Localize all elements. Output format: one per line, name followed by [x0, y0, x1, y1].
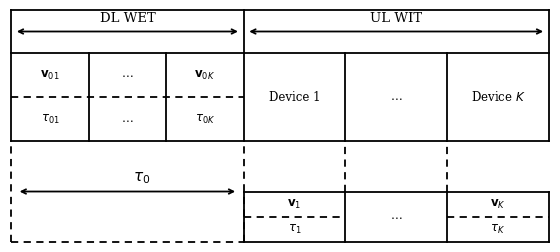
Text: $\cdots$: $\cdots$ — [390, 210, 403, 223]
Text: $\mathbf{v}_{1}$: $\mathbf{v}_{1}$ — [287, 198, 302, 211]
Text: Device 1: Device 1 — [269, 90, 320, 104]
Text: $\tau_{1}$: $\tau_{1}$ — [288, 223, 301, 236]
Text: $\tau_{0K}$: $\tau_{0K}$ — [195, 113, 215, 125]
Text: $\tau_{01}$: $\tau_{01}$ — [40, 113, 59, 125]
Text: $\mathbf{v}_{K}$: $\mathbf{v}_{K}$ — [490, 198, 506, 211]
Text: $\mathbf{v}_{0K}$: $\mathbf{v}_{0K}$ — [194, 69, 216, 81]
Text: $\tau_0$: $\tau_0$ — [133, 171, 150, 186]
Text: $\cdots$: $\cdots$ — [121, 69, 134, 81]
Text: $\mathbf{v}_{01}$: $\mathbf{v}_{01}$ — [40, 69, 60, 81]
Text: $\cdots$: $\cdots$ — [121, 113, 134, 125]
Text: DL WET: DL WET — [100, 12, 155, 25]
Text: Device $K$: Device $K$ — [470, 90, 525, 104]
Text: $\cdots$: $\cdots$ — [390, 90, 403, 104]
Text: UL WIT: UL WIT — [370, 12, 422, 25]
Text: $\tau_{K}$: $\tau_{K}$ — [491, 223, 506, 236]
